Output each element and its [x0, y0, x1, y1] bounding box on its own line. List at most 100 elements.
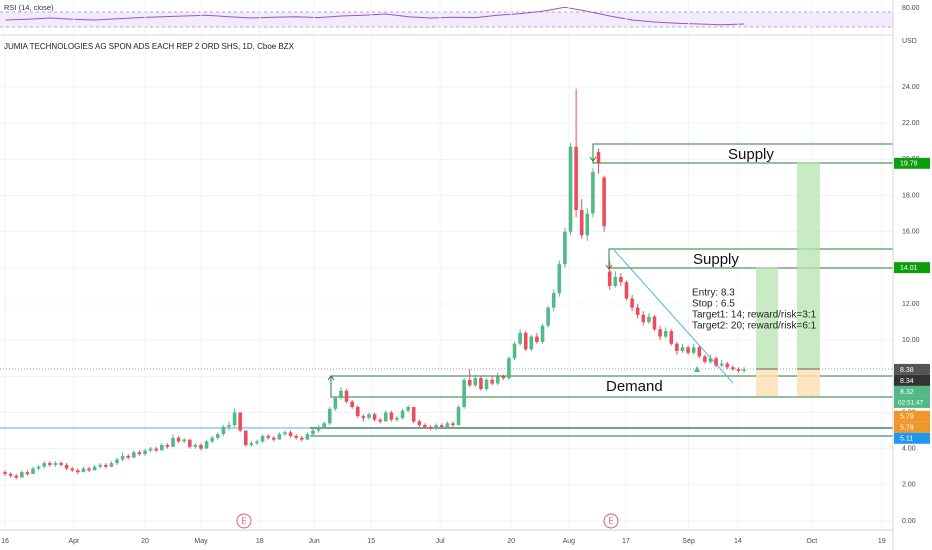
- candle-body: [115, 459, 119, 464]
- candle-body: [389, 412, 394, 420]
- trade-note: Target2: 20; reward/risk=6:1: [692, 321, 817, 332]
- candle-body: [602, 177, 606, 227]
- candle-body: [193, 445, 198, 447]
- candle-body: [3, 472, 7, 474]
- x-tick-label: 14: [734, 538, 742, 545]
- rsi-band: [0, 12, 893, 27]
- candle-body: [725, 363, 730, 368]
- candle-body: [64, 464, 69, 469]
- candle-body: [551, 293, 556, 308]
- rsi-tick-label: 80.00: [902, 5, 920, 12]
- x-tick-label: Aug: [563, 538, 576, 545]
- y-tick-label: 0.00: [902, 518, 916, 525]
- candle-body: [736, 369, 741, 371]
- x-tick-label: Jun: [308, 538, 319, 545]
- candle-body: [299, 437, 304, 440]
- earnings-marker: [236, 513, 252, 529]
- candle-body: [630, 298, 634, 308]
- candle-body: [434, 425, 438, 429]
- candle-body: [428, 426, 433, 429]
- candle-body: [42, 463, 47, 467]
- candle-body: [232, 412, 237, 426]
- candle-body: [445, 423, 450, 427]
- candle-body: [613, 276, 618, 286]
- candle-body: [518, 332, 522, 344]
- candle-body: [53, 463, 58, 465]
- candle-body: [327, 408, 332, 424]
- candle-body: [378, 419, 382, 422]
- y-tick-label: 12.00: [902, 301, 920, 308]
- candle-body: [120, 455, 125, 460]
- candle-body: [417, 421, 422, 426]
- trade-note: Stop : 6.5: [692, 299, 735, 310]
- target-box: [797, 162, 820, 369]
- candle-body: [199, 445, 203, 449]
- price-badge: [894, 363, 930, 375]
- price-axis: [893, 0, 932, 550]
- candle-body: [731, 367, 735, 370]
- y-tick-label: 16.00: [902, 228, 920, 235]
- candle-body: [596, 152, 601, 163]
- zone-label: Demand: [606, 378, 663, 395]
- candle-body: [182, 439, 186, 442]
- price-badge: [894, 262, 930, 274]
- candle-body: [484, 379, 489, 389]
- price-badge: [894, 157, 930, 169]
- rsi-line: [4, 6, 745, 26]
- earnings-marker: [603, 513, 619, 529]
- countdown-badge: [894, 396, 930, 408]
- target-box: [756, 267, 778, 369]
- candle-body: [742, 369, 746, 371]
- y-tick-label: 4.00: [902, 445, 916, 452]
- price-badge-label: 19.78: [900, 161, 918, 168]
- price-badge: [894, 385, 930, 397]
- candle-body: [25, 472, 30, 474]
- candle-body: [14, 475, 19, 478]
- x-tick-label: 18: [256, 538, 264, 545]
- price-badge-label: 5.79: [900, 414, 914, 421]
- earnings-label: E: [241, 517, 246, 526]
- stop-box: [756, 369, 778, 396]
- candle-body: [619, 276, 623, 283]
- candle-body: [87, 468, 91, 471]
- candle-body: [344, 390, 349, 402]
- rsi-panel: [0, 6, 896, 28]
- candle-body: [719, 363, 724, 366]
- candle-body: [579, 209, 584, 236]
- countdown: 02:51:47: [898, 400, 924, 407]
- candle-body: [635, 307, 640, 315]
- candle-body: [227, 425, 231, 427]
- y-tick-label: 22.00: [902, 120, 920, 127]
- arrow: [589, 144, 597, 162]
- price-badge-label: 8.38: [900, 367, 914, 374]
- trade-note: Entry: 8.3: [692, 288, 735, 299]
- candle-body: [574, 146, 578, 210]
- candle-body: [456, 407, 461, 426]
- candle-body: [501, 376, 506, 379]
- candle-body: [76, 470, 80, 473]
- x-tick-label: May: [194, 538, 208, 545]
- candle-body: [132, 452, 136, 458]
- x-tick-label: Oct: [806, 538, 817, 545]
- candle-body: [624, 282, 629, 299]
- candle-body: [400, 410, 405, 418]
- candle-body: [439, 425, 444, 427]
- candle-body: [585, 213, 590, 236]
- candle-body: [367, 414, 371, 418]
- candle-body: [36, 466, 41, 469]
- candle-body: [350, 401, 354, 408]
- price-badge-label: 5.11: [900, 436, 913, 443]
- x-tick-label: 16: [1, 538, 9, 545]
- axes: 0.002.004.006.008.0010.0012.0014.0016.00…: [1, 5, 930, 545]
- candle-body: [529, 336, 534, 350]
- candle-body: [238, 412, 242, 431]
- candle-body: [372, 414, 377, 420]
- y-tick-label: 24.00: [902, 84, 920, 91]
- candle-body: [266, 435, 270, 438]
- candle-body: [490, 379, 494, 384]
- candle-body: [243, 430, 248, 446]
- candle-body: [512, 343, 517, 359]
- candle-body: [339, 390, 343, 399]
